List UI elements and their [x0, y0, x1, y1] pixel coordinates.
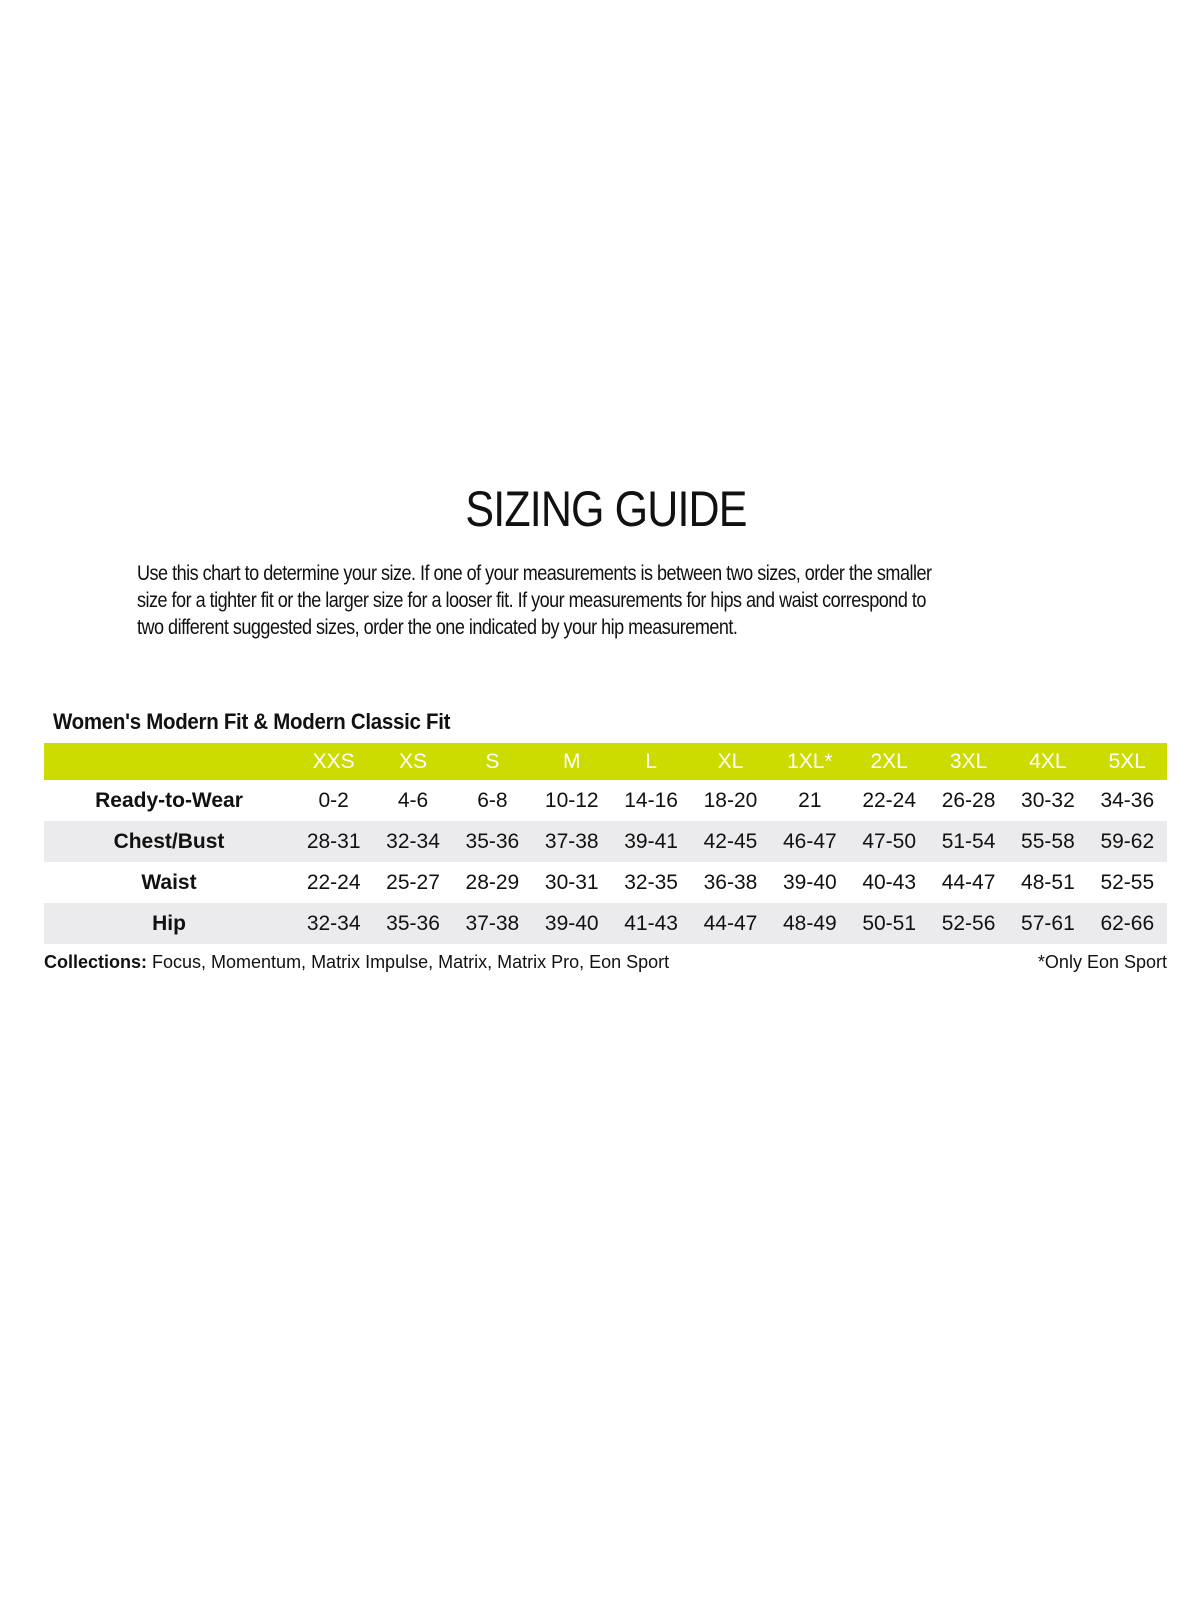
size-header: S [485, 749, 500, 773]
table-cell: 0-2 [318, 788, 349, 812]
collections-label: Collections: [44, 952, 148, 972]
table-cell: 30-31 [544, 870, 599, 894]
table-cell: 59-62 [1100, 829, 1155, 853]
table-cell: 41-43 [624, 911, 678, 935]
table-cell: 22-24 [306, 870, 361, 894]
table-cell: 44-47 [703, 911, 758, 935]
intro-paragraph: Use this chart to determine your size. I… [137, 560, 1061, 641]
table-cell: 52-56 [941, 911, 996, 935]
table-cell: 21 [798, 788, 822, 812]
row-label: Chest/Bust [113, 829, 225, 853]
table-cell: 39-40 [782, 870, 837, 894]
table-row: Waist 22-24 25-27 28-29 30-31 32-35 36-38 39-40… [44, 862, 1167, 903]
header-corner [44, 743, 294, 780]
table-cell: 55-58 [1021, 829, 1075, 853]
page-title: SIZING GUIDE [465, 481, 747, 537]
table-cell: 48-49 [782, 911, 837, 935]
row-label: Hip [152, 911, 186, 935]
table-cell: 44-47 [941, 870, 996, 894]
table-cell: 37-38 [465, 911, 520, 935]
table-cell: 40-43 [862, 870, 917, 894]
intro-line: size for a tighter fit or the larger siz… [137, 589, 926, 612]
table-cell: 37-38 [544, 829, 599, 853]
table-cell: 47-50 [862, 829, 917, 853]
table-row: Chest/Bust 28-31 32-34 35-36 37-38 39-41 42-45… [44, 821, 1167, 862]
table-cell: 6-8 [477, 788, 508, 812]
row-label: Ready-to-Wear [95, 788, 243, 812]
size-header: L [645, 749, 657, 773]
table-cell: 22-24 [862, 788, 917, 812]
row-label: Waist [141, 870, 197, 894]
size-header: 4XL [1029, 749, 1067, 773]
table-cell: 57-61 [1021, 911, 1075, 935]
table-cell: 35-36 [386, 911, 440, 935]
footnote: *Only Eon Sport [1037, 952, 1167, 972]
size-header: 5XL [1108, 749, 1146, 773]
table-cell: 18-20 [703, 788, 758, 812]
size-header: 2XL [870, 749, 908, 773]
table-cell: 48-51 [1021, 870, 1075, 894]
collections-value: Focus, Momentum, Matrix Impulse, Matrix,… [147, 952, 670, 972]
table-cell: 62-66 [1100, 911, 1155, 935]
table-cell: 50-51 [862, 911, 917, 935]
table-cell: 32-35 [624, 870, 678, 894]
table-cell: 35-36 [465, 829, 520, 853]
table-cell: 32-34 [386, 829, 440, 853]
table-row: Ready-to-Wear 0-2 4-6 6-8 10-12 14-16 18-20 21 2… [44, 780, 1167, 821]
size-header: 1XL* [787, 749, 833, 773]
table-cell: 4-6 [397, 788, 429, 812]
size-header: XS [399, 749, 428, 773]
table-cell: 30-32 [1021, 788, 1075, 812]
size-header: XXS [312, 749, 355, 773]
size-header: 3XL [949, 749, 988, 773]
table-row: Hip 32-34 35-36 37-38 39-40 41-43 44-47 48-49 50… [44, 903, 1167, 944]
table-cell: 14-16 [624, 788, 678, 812]
table-cell: 28-29 [465, 870, 520, 894]
table-cell: 36-38 [703, 870, 758, 894]
table-cell: 32-34 [306, 911, 361, 935]
intro-line: two different suggested sizes, order the… [137, 616, 738, 639]
table-cell: 42-45 [703, 829, 758, 853]
table-header-row: XXS XS S M L XL 1XL* 2XL 3XL 4XL 5XL [44, 743, 1167, 780]
table-cell: 39-40 [544, 911, 599, 935]
collections-note: Collections: Focus, Momentum, Matrix Imp… [44, 952, 669, 973]
intro-line: Use this chart to determine your size. I… [137, 562, 932, 585]
table-cell: 26-28 [941, 788, 996, 812]
table-cell: 10-12 [544, 788, 599, 812]
size-header: M [563, 749, 581, 773]
table-cell: 52-55 [1100, 870, 1155, 894]
table-title: Women's Modern Fit & Modern Classic Fit [53, 709, 451, 734]
table-cell: 25-27 [386, 870, 440, 894]
table-cell: 39-41 [624, 829, 678, 853]
size-header: XL [717, 749, 744, 773]
table-cell: 51-54 [941, 829, 996, 853]
size-table: XXS XS S M L XL 1XL* 2XL 3XL 4XL 5XL Ready-to-Wear… [44, 743, 1167, 944]
table-cell: 28-31 [306, 829, 361, 853]
table-cell: 46-47 [782, 829, 837, 853]
table-cell: 34-36 [1100, 788, 1155, 812]
